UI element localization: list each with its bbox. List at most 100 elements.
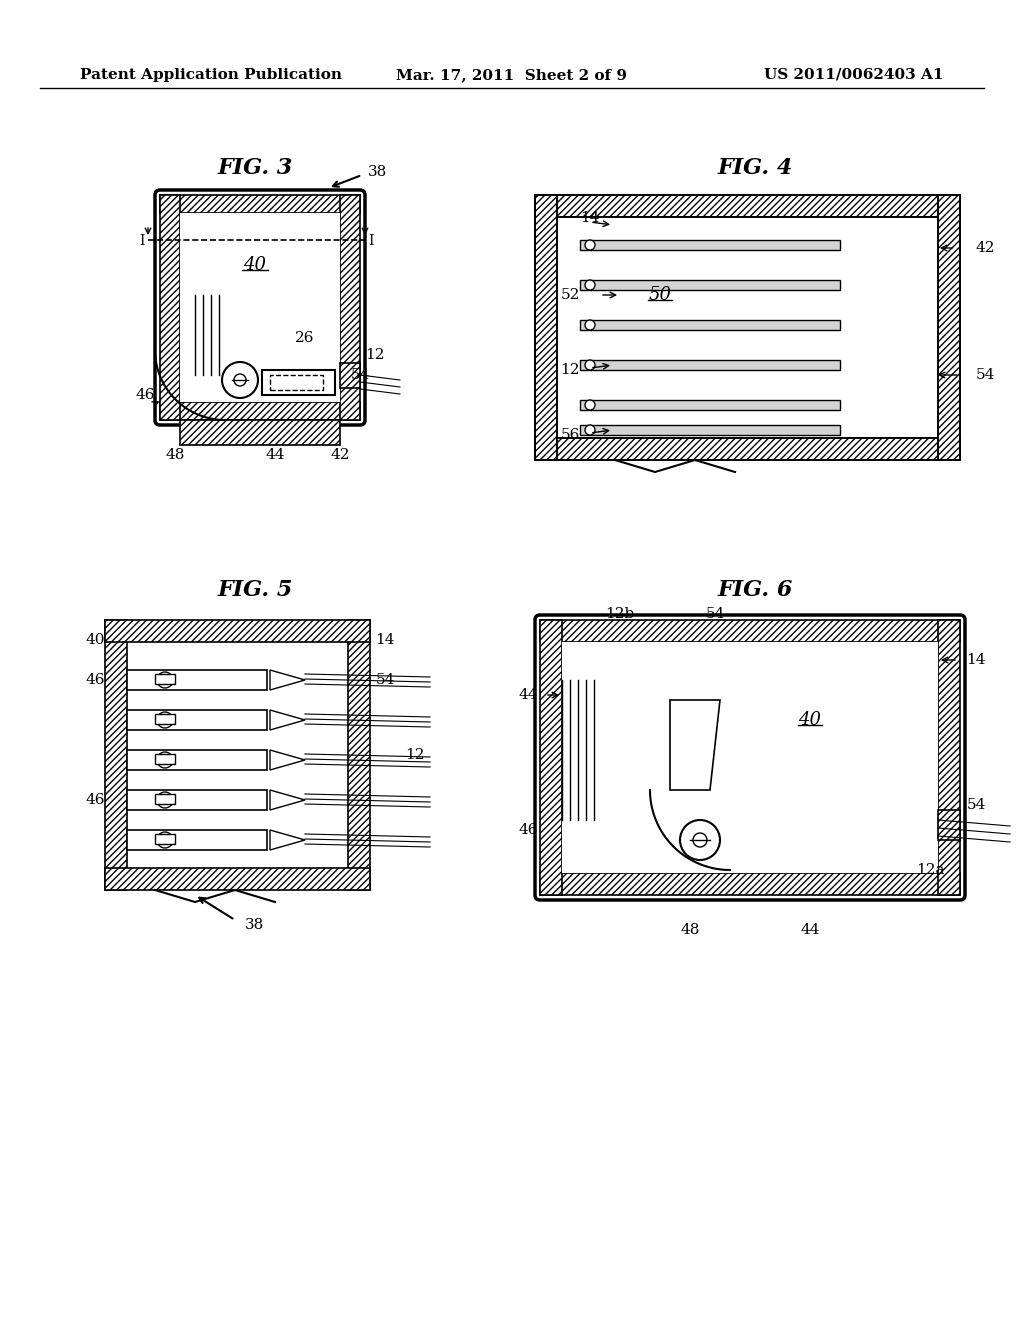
Bar bbox=[340, 195, 360, 420]
Bar bbox=[938, 195, 961, 459]
Bar bbox=[535, 195, 961, 216]
Text: 42: 42 bbox=[331, 447, 350, 462]
Bar bbox=[160, 403, 360, 420]
Text: 44: 44 bbox=[800, 923, 820, 937]
Text: 54: 54 bbox=[350, 368, 370, 381]
Bar bbox=[562, 642, 938, 873]
Bar bbox=[580, 240, 840, 249]
Bar bbox=[105, 869, 370, 890]
Text: 54: 54 bbox=[706, 607, 725, 620]
Bar bbox=[127, 671, 267, 690]
Circle shape bbox=[585, 360, 595, 370]
Text: 44: 44 bbox=[265, 447, 285, 462]
Bar bbox=[535, 195, 557, 459]
Text: 12: 12 bbox=[366, 348, 385, 362]
Bar bbox=[270, 375, 323, 389]
Bar bbox=[535, 195, 557, 459]
Circle shape bbox=[585, 240, 595, 249]
Bar bbox=[262, 370, 335, 395]
Text: I: I bbox=[139, 234, 144, 248]
Text: 46: 46 bbox=[85, 793, 104, 807]
Polygon shape bbox=[270, 789, 305, 810]
Text: 56: 56 bbox=[560, 428, 580, 442]
Bar bbox=[540, 873, 961, 895]
Text: 54: 54 bbox=[975, 368, 994, 381]
Text: 46: 46 bbox=[85, 673, 104, 686]
Bar bbox=[938, 810, 961, 840]
Bar bbox=[580, 400, 840, 411]
Bar bbox=[340, 195, 360, 420]
Text: 14: 14 bbox=[967, 653, 986, 667]
Text: 40: 40 bbox=[244, 256, 266, 275]
Text: 54: 54 bbox=[376, 673, 394, 686]
Bar bbox=[127, 710, 267, 730]
Bar bbox=[105, 620, 127, 890]
Text: 14: 14 bbox=[375, 634, 394, 647]
Bar bbox=[348, 620, 370, 890]
Text: 38: 38 bbox=[368, 165, 387, 180]
Bar bbox=[535, 195, 961, 216]
Text: 48: 48 bbox=[680, 923, 699, 937]
Text: 52: 52 bbox=[560, 288, 580, 302]
Text: Mar. 17, 2011  Sheet 2 of 9: Mar. 17, 2011 Sheet 2 of 9 bbox=[396, 69, 628, 82]
Circle shape bbox=[585, 319, 595, 330]
Bar bbox=[160, 195, 360, 213]
Bar bbox=[155, 675, 175, 684]
Text: 46: 46 bbox=[518, 822, 538, 837]
Polygon shape bbox=[270, 710, 305, 730]
Text: 12a: 12a bbox=[915, 863, 944, 876]
Text: FIG. 5: FIG. 5 bbox=[217, 579, 293, 601]
Bar bbox=[127, 830, 267, 850]
Bar bbox=[105, 620, 370, 642]
Text: 50: 50 bbox=[648, 286, 672, 304]
Bar bbox=[340, 363, 360, 388]
Text: FIG. 3: FIG. 3 bbox=[217, 157, 293, 180]
Text: FIG. 6: FIG. 6 bbox=[718, 579, 793, 601]
Circle shape bbox=[585, 280, 595, 290]
Bar bbox=[180, 213, 340, 403]
Circle shape bbox=[585, 400, 595, 411]
Bar bbox=[160, 195, 180, 420]
Text: 26: 26 bbox=[295, 331, 314, 345]
Bar bbox=[938, 620, 961, 895]
Text: 46: 46 bbox=[135, 388, 155, 403]
Bar bbox=[580, 319, 840, 330]
Bar bbox=[127, 789, 267, 810]
Text: 12: 12 bbox=[406, 748, 425, 762]
Text: 42: 42 bbox=[975, 242, 994, 255]
Bar bbox=[155, 834, 175, 843]
Circle shape bbox=[585, 425, 595, 436]
Bar bbox=[155, 754, 175, 764]
Text: US 2011/0062403 A1: US 2011/0062403 A1 bbox=[765, 69, 944, 82]
Text: 40: 40 bbox=[799, 711, 821, 729]
Text: 12: 12 bbox=[560, 363, 580, 378]
Polygon shape bbox=[270, 830, 305, 850]
Bar bbox=[540, 620, 961, 642]
Polygon shape bbox=[670, 700, 720, 789]
Bar bbox=[580, 360, 840, 370]
Polygon shape bbox=[270, 671, 305, 690]
Bar bbox=[540, 620, 562, 895]
Bar bbox=[938, 195, 961, 459]
Bar bbox=[155, 714, 175, 723]
Text: 12b: 12b bbox=[605, 607, 635, 620]
Text: 48: 48 bbox=[165, 447, 184, 462]
Bar bbox=[580, 280, 840, 290]
Bar bbox=[535, 438, 961, 459]
Text: 44: 44 bbox=[518, 688, 538, 702]
Bar bbox=[160, 195, 180, 420]
Bar bbox=[160, 195, 360, 213]
Bar bbox=[180, 420, 340, 445]
Polygon shape bbox=[270, 750, 305, 770]
Bar bbox=[160, 403, 360, 420]
Bar bbox=[535, 438, 961, 459]
Bar bbox=[127, 750, 267, 770]
Text: 54: 54 bbox=[967, 799, 986, 812]
Text: Patent Application Publication: Patent Application Publication bbox=[80, 69, 342, 82]
Text: 40: 40 bbox=[85, 634, 104, 647]
Text: 38: 38 bbox=[245, 917, 264, 932]
Bar bbox=[155, 795, 175, 804]
Text: 14: 14 bbox=[581, 211, 600, 224]
Text: I: I bbox=[369, 234, 374, 248]
Text: FIG. 4: FIG. 4 bbox=[718, 157, 793, 180]
